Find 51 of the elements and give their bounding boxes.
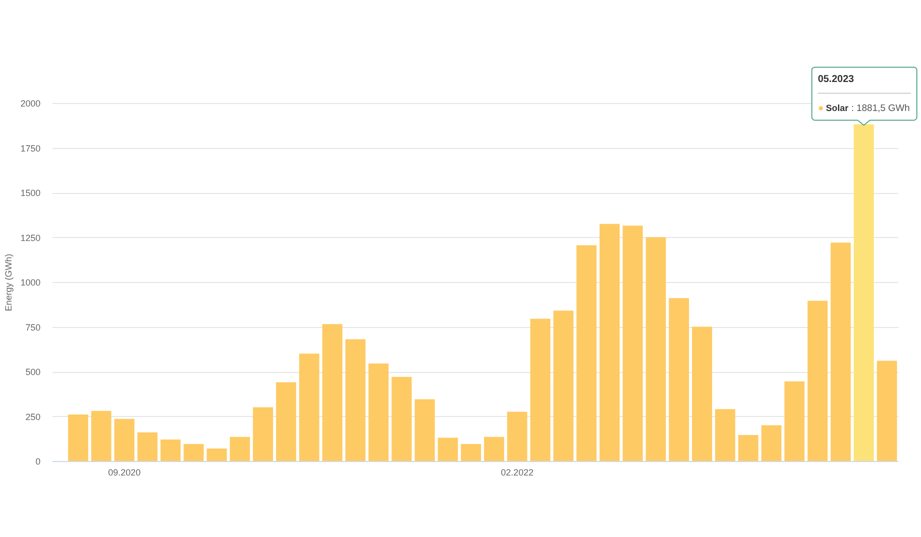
bar [600, 224, 620, 461]
y-tick-label: 1500 [20, 188, 40, 198]
bar [322, 324, 342, 461]
text: 05.2023 [818, 74, 854, 86]
y-tick-label: 250 [25, 412, 40, 422]
bar [368, 363, 389, 461]
bar [530, 318, 550, 461]
bar [761, 425, 782, 461]
y-tick-label: 2000 [20, 98, 40, 108]
x-tick-label: 02.2022 [500, 468, 534, 478]
bar [830, 242, 851, 461]
bar [692, 326, 712, 461]
bar [68, 414, 88, 461]
y-tick-label: 750 [25, 322, 40, 332]
bar [299, 354, 320, 461]
bar [553, 310, 574, 461]
bar [438, 438, 458, 461]
bar [345, 339, 366, 461]
bar [715, 409, 736, 461]
bar [392, 376, 412, 461]
bar [646, 237, 666, 461]
bar [252, 407, 274, 461]
y-tick-label: 0 [35, 456, 40, 466]
legend-label: Solar [826, 103, 849, 114]
bar [276, 382, 296, 461]
bar [414, 399, 435, 461]
bar [160, 440, 181, 461]
y-tick-label: 500 [25, 367, 40, 377]
x-tick-label: 09.2020 [108, 468, 141, 478]
bar [784, 381, 805, 461]
bar [576, 245, 597, 461]
bar [230, 436, 250, 461]
bar [184, 444, 204, 461]
bar [91, 410, 112, 461]
bar [738, 435, 758, 461]
bar [622, 226, 643, 461]
bar [484, 436, 504, 461]
bar [668, 298, 689, 461]
y-tick-label: 1000 [20, 278, 40, 288]
y-axis-title: Energy (GWh) [3, 254, 14, 312]
bar [808, 300, 828, 461]
bar [137, 432, 158, 461]
data-label: : 1881,5 GWh [851, 103, 910, 114]
bar [114, 418, 134, 461]
bar [854, 124, 874, 461]
bar [507, 412, 528, 461]
bar [460, 444, 482, 461]
y-tick-label: 1250 [20, 232, 40, 243]
bar [876, 360, 897, 461]
y-tick-label: 1750 [20, 143, 40, 154]
bar [206, 448, 227, 461]
